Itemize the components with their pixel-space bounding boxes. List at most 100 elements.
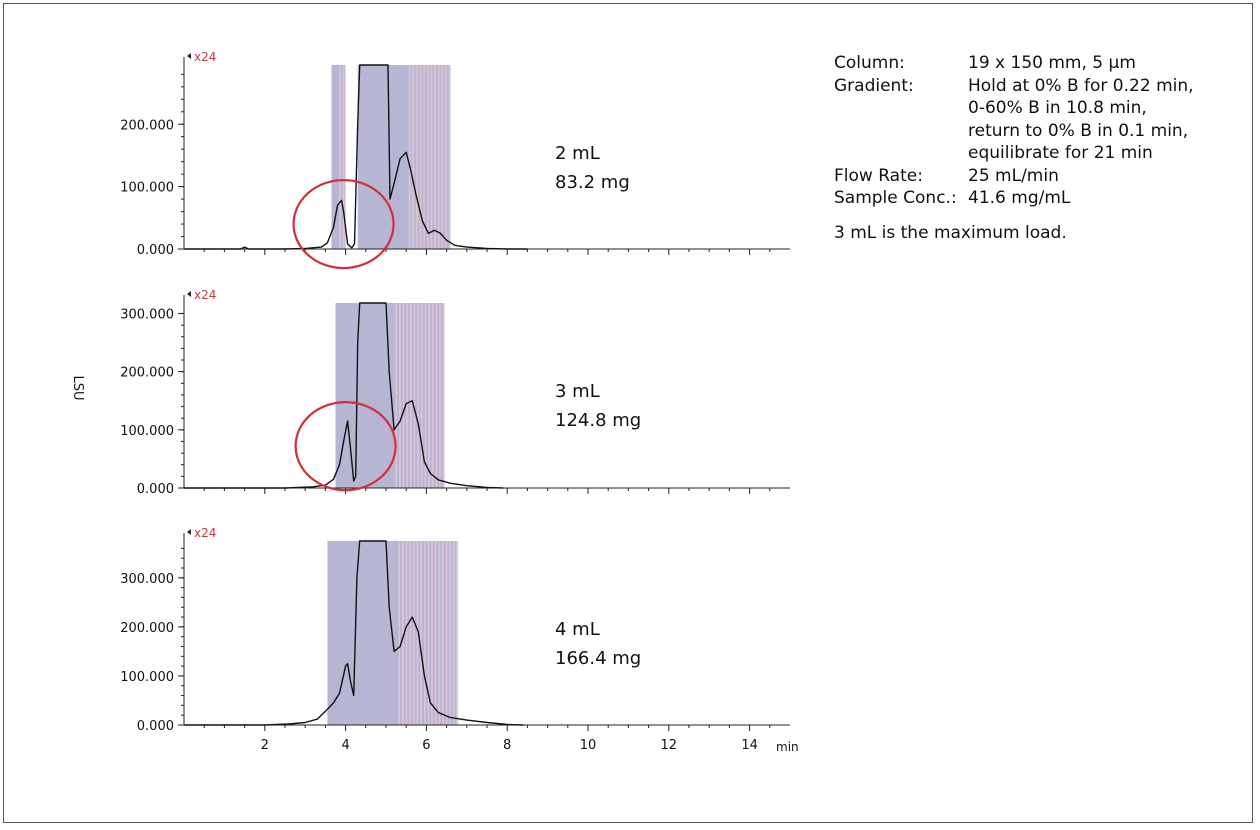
- fraction-marker: [402, 303, 405, 488]
- fraction-marker: [339, 65, 341, 249]
- fraction-marker: [398, 541, 401, 725]
- fraction-marker: [412, 65, 415, 249]
- fraction-marker: [409, 541, 412, 725]
- fraction-marker: [442, 303, 445, 488]
- fraction-marker: [399, 303, 401, 488]
- y-tick-label: 200.000: [120, 366, 174, 381]
- mass-label: 166.4 mg: [555, 648, 641, 669]
- fraction-marker: [413, 303, 416, 488]
- fraction-marker: [445, 65, 447, 249]
- max-load-note: 3 mL is the maximum load.: [834, 222, 1067, 243]
- figure-frame: [3, 3, 1253, 823]
- fraction-marker: [430, 65, 433, 249]
- fraction-marker: [423, 541, 426, 725]
- zoom-arrow-icon: [187, 529, 191, 535]
- fraction-band: [335, 303, 445, 488]
- gradient-line: 0-60% B in 10.8 min,: [968, 98, 1147, 118]
- fraction-marker: [424, 303, 427, 488]
- fraction-marker: [427, 541, 430, 725]
- fraction-marker: [445, 541, 448, 725]
- y-tick-label: 200.000: [120, 621, 174, 636]
- x-tick-label: 6: [422, 738, 430, 753]
- fraction-marker: [342, 65, 345, 249]
- gradient-label: Gradient:: [834, 75, 914, 96]
- fraction-marker: [439, 303, 441, 488]
- highlight-circle: [294, 401, 397, 492]
- y-tick-label: 100.000: [120, 670, 174, 685]
- y-tick-label: 0.000: [137, 719, 174, 734]
- fraction-marker: [417, 303, 419, 488]
- fraction-marker: [435, 303, 438, 488]
- trace-line: [184, 540, 524, 726]
- method-info: Column: 19 x 150 mm, 5 µm Gradient: Hold…: [834, 52, 1228, 244]
- volume-label: 3 mL: [555, 381, 600, 402]
- fraction-marker: [456, 541, 459, 725]
- fraction-marker: [419, 65, 422, 249]
- fraction-marker: [416, 65, 418, 249]
- trace-line: [184, 64, 528, 250]
- y-tick-label: 300.000: [120, 307, 174, 322]
- fraction-marker: [438, 541, 441, 725]
- gradient-value: Hold at 0% B for 0.22 min, 0-60% B in 10…: [968, 75, 1228, 165]
- column-value: 19 x 150 mm, 5 µm: [968, 53, 1136, 73]
- y-axis-title: LSU: [70, 375, 85, 400]
- trace-line: [184, 302, 504, 489]
- chromatogram-panel: 0.000 100.000 200.000 300.000 x24 3 mL 124.8 m…: [70, 288, 790, 497]
- x-tick-label: 8: [503, 738, 511, 753]
- flow-rate-row: Flow Rate: 25 mL/min: [834, 165, 1228, 188]
- zoom-label: x24: [194, 288, 216, 302]
- fraction-marker: [448, 65, 451, 249]
- fraction-marker: [410, 303, 412, 488]
- fraction-marker: [427, 65, 429, 249]
- gradient-line: equilibrate for 21 min: [968, 143, 1153, 163]
- fraction-marker: [416, 541, 419, 725]
- fraction-marker: [408, 65, 411, 249]
- fraction-marker: [406, 303, 409, 488]
- sample-conc-value: 41.6 mg/mL: [968, 188, 1071, 208]
- fraction-marker: [434, 541, 437, 725]
- fraction-marker: [437, 65, 440, 249]
- column-row: Column: 19 x 150 mm, 5 µm: [834, 52, 1228, 75]
- fraction-marker: [442, 541, 444, 725]
- fraction-marker: [395, 303, 398, 488]
- fraction-marker: [431, 303, 434, 488]
- y-tick-label: 0.000: [137, 482, 174, 497]
- x-tick-label: 12: [661, 738, 678, 753]
- zoom-arrow-icon: [187, 291, 191, 297]
- volume-label: 4 mL: [555, 619, 600, 640]
- chromatogram-panel: 0.000 100.000 200.000 x24 2 mL 83.2 mg: [120, 50, 790, 270]
- fraction-marker: [453, 541, 455, 725]
- fraction-marker: [441, 65, 444, 249]
- gradient-line: Hold at 0% B for 0.22 min,: [968, 75, 1194, 96]
- y-tick-label: 300.000: [120, 572, 174, 587]
- zoom-label: x24: [194, 526, 216, 540]
- flow-rate-value: 25 mL/min: [968, 165, 1059, 186]
- volume-label: 2 mL: [555, 143, 600, 164]
- sample-conc-row: Sample Conc.: 41.6 mg/mL: [834, 187, 1228, 210]
- x-tick-label: 4: [341, 738, 349, 753]
- fraction-marker: [428, 303, 430, 488]
- fraction-band: [357, 65, 451, 249]
- fraction-marker: [402, 541, 404, 725]
- fraction-marker: [405, 541, 408, 725]
- highlight-circle: [292, 178, 395, 270]
- x-tick-label: 14: [741, 738, 758, 753]
- x-tick-label: 10: [580, 738, 597, 753]
- y-tick-label: 0.000: [137, 243, 174, 258]
- fraction-marker: [434, 65, 436, 249]
- fraction-marker: [420, 303, 423, 488]
- fraction-marker: [449, 541, 452, 725]
- flow-rate-label: Flow Rate:: [834, 165, 923, 186]
- gradient-row: Gradient: Hold at 0% B for 0.22 min, 0-6…: [834, 75, 1228, 165]
- fraction-marker: [420, 541, 422, 725]
- fraction-marker: [431, 541, 433, 725]
- x-axis-title: min: [776, 740, 799, 754]
- x-tick-label: 2: [261, 738, 269, 753]
- gradient-line: return to 0% B in 0.1 min,: [968, 120, 1189, 141]
- column-label: Column:: [834, 53, 905, 73]
- mass-label: 124.8 mg: [555, 410, 641, 431]
- y-tick-label: 100.000: [120, 424, 174, 439]
- fraction-marker: [413, 541, 415, 725]
- sample-conc-label: Sample Conc.:: [834, 188, 957, 208]
- y-tick-label: 100.000: [120, 181, 174, 196]
